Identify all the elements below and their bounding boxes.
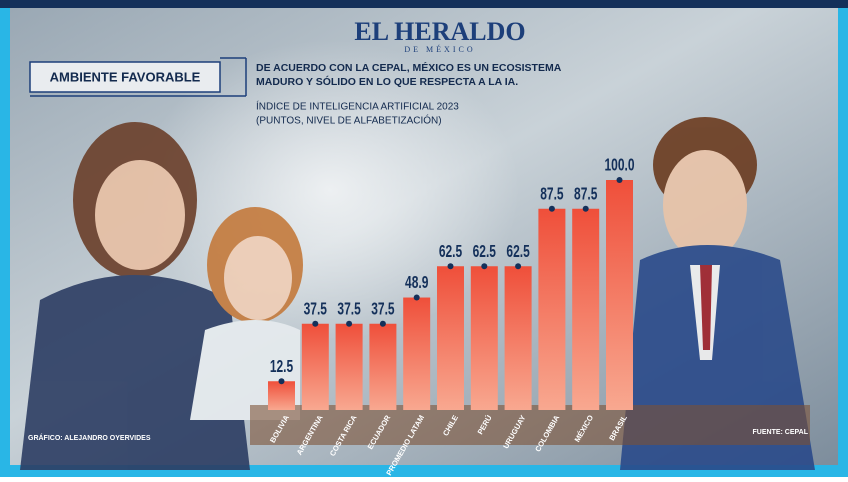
bar [335, 323, 363, 410]
intro-line: MADURO Y SÓLIDO EN LO QUE RESPECTA A LA … [256, 75, 518, 88]
bar-marker [616, 177, 623, 183]
bar-marker [413, 294, 420, 301]
headline-box [29, 61, 221, 93]
bar [572, 208, 600, 410]
value-label: 37.5 [337, 300, 360, 319]
bar-marker [278, 378, 285, 385]
bar [268, 381, 295, 410]
bar [403, 297, 431, 410]
value-label: 62.5 [439, 243, 462, 262]
value-label: 62.5 [506, 243, 529, 262]
value-label: 12.5 [270, 358, 293, 377]
bar [606, 180, 633, 410]
bar-marker [582, 205, 589, 212]
logo: EL HERALDO [354, 17, 525, 46]
credit: GRÁFICO: ALEJANDRO OYERVIDES [28, 433, 151, 442]
value-label: 37.5 [304, 300, 327, 319]
value-label: 100.0 [604, 157, 634, 176]
bar-marker [346, 320, 353, 327]
top-bar [0, 0, 848, 8]
chart-title: ÍNDICE DE INTELIGENCIA ARTIFICIAL 2023 [256, 100, 459, 113]
bar [538, 208, 566, 410]
intro-line: DE ACUERDO CON LA CEPAL, MÉXICO ES UN EC… [256, 61, 562, 74]
bar-marker [379, 320, 386, 327]
bar [301, 323, 329, 410]
value-label: 87.5 [540, 185, 563, 204]
value-label: 62.5 [473, 243, 496, 262]
value-label: 87.5 [574, 185, 597, 204]
headline: AMBIENTE FAVORABLE [50, 69, 201, 84]
bar [504, 266, 532, 410]
bar [470, 266, 498, 410]
source: FUENTE: CEPAL [753, 429, 809, 436]
value-label: 37.5 [371, 300, 394, 319]
bar-marker [548, 205, 555, 212]
value-label: 48.9 [405, 274, 428, 293]
bar-marker [447, 263, 454, 270]
bar [369, 323, 397, 410]
bar-marker [312, 320, 319, 327]
bar [437, 266, 464, 410]
bar-marker [481, 263, 488, 270]
logo-sub: DE MÉXICO [404, 44, 475, 54]
chart-subtitle: (PUNTOS, NIVEL DE ALFABETIZACIÓN) [256, 114, 442, 127]
bar-marker [515, 263, 522, 270]
